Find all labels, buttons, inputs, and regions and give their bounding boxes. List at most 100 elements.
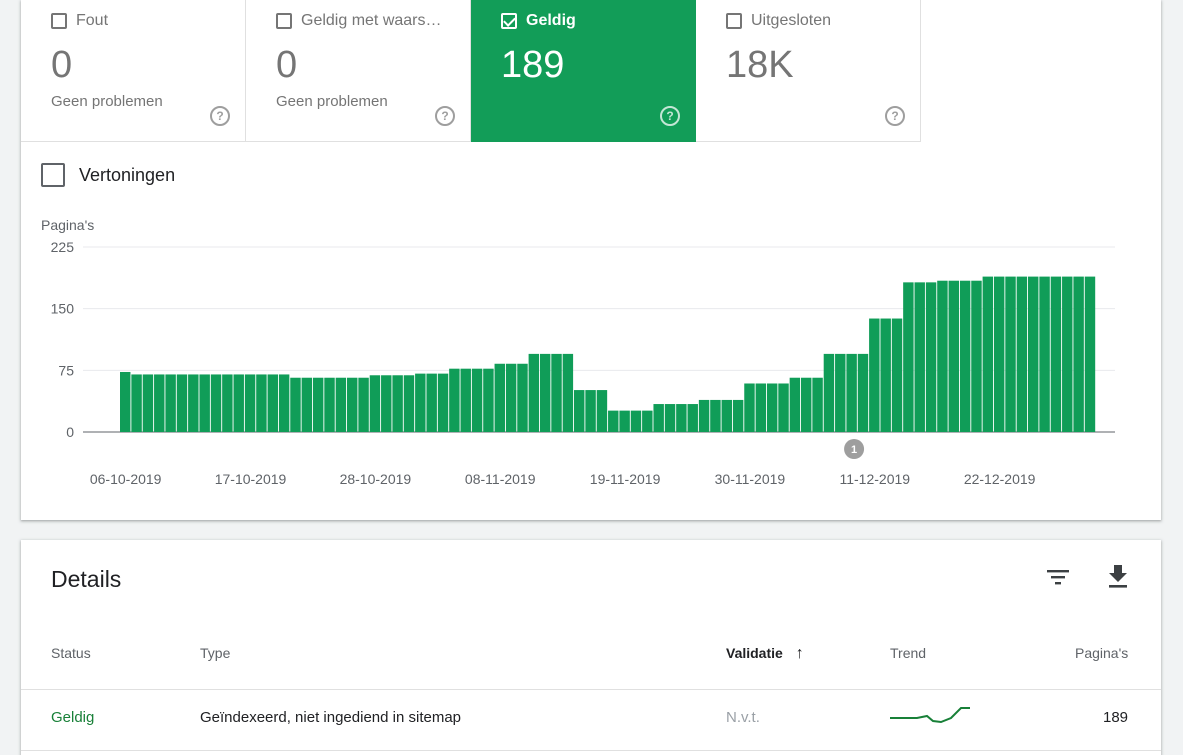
- bar: [1005, 276, 1016, 432]
- sort-arrow-up-icon: ↑: [795, 645, 804, 662]
- x-tick-label: 19-11-2019: [590, 471, 661, 487]
- bar: [789, 377, 801, 432]
- column-header-status[interactable]: Status: [51, 645, 91, 661]
- tile-subtitle: Geen problemen: [51, 93, 163, 110]
- bar: [869, 318, 880, 432]
- bar: [664, 404, 676, 432]
- bar: [778, 383, 789, 432]
- bar: [437, 373, 449, 432]
- tile-label: Geldig met waars…: [301, 12, 442, 29]
- row-divider: [21, 750, 1161, 751]
- column-header-label: Validatie: [726, 645, 783, 661]
- bar: [823, 353, 835, 432]
- bar: [653, 404, 664, 432]
- tile-count: 0: [276, 44, 298, 86]
- help-icon[interactable]: ?: [435, 106, 455, 126]
- tile-count: 18K: [726, 44, 794, 86]
- help-icon[interactable]: ?: [210, 106, 230, 126]
- help-icon[interactable]: ?: [660, 106, 680, 126]
- tile-valid-warning[interactable]: Geldig met waars… 0 Geen problemen ?: [246, 0, 471, 142]
- bar: [959, 280, 971, 432]
- bar: [755, 383, 767, 432]
- checkbox-icon[interactable]: [276, 13, 292, 29]
- bar: [846, 353, 857, 432]
- row-pages: 189: [1103, 709, 1129, 726]
- bar: [460, 368, 471, 432]
- bar: [381, 375, 392, 432]
- bar: [835, 353, 846, 432]
- column-header-validation[interactable]: Validatie ↑: [726, 645, 804, 663]
- bar: [903, 282, 914, 432]
- y-tick-label: 0: [66, 424, 74, 440]
- bar: [120, 371, 131, 432]
- bar: [403, 375, 415, 432]
- bar: [574, 390, 585, 432]
- bar: [347, 377, 358, 432]
- bar: [505, 363, 517, 432]
- impressions-toggle[interactable]: Vertoningen: [41, 163, 175, 187]
- bar: [801, 377, 812, 432]
- impressions-label: Vertoningen: [79, 164, 176, 185]
- bar: [937, 280, 948, 432]
- row-validation: N.v.t.: [726, 709, 760, 726]
- checkbox-icon[interactable]: [726, 13, 742, 29]
- y-tick-label: 150: [51, 301, 75, 317]
- bar: [244, 374, 256, 432]
- bar: [891, 318, 903, 432]
- bar: [165, 374, 176, 432]
- bar: [710, 399, 721, 432]
- bar: [358, 377, 369, 432]
- column-header-type[interactable]: Type: [200, 645, 231, 661]
- bar: [687, 404, 698, 432]
- tile-label: Geldig: [526, 12, 576, 29]
- tile-excluded[interactable]: Uitgesloten 18K ?: [696, 0, 921, 142]
- checkbox-checked-icon[interactable]: [501, 13, 517, 29]
- bar: [290, 377, 301, 432]
- bar: [562, 353, 574, 432]
- tiles-divider: [920, 0, 921, 142]
- x-tick-label: 06-10-2019: [90, 471, 162, 487]
- checkbox-icon[interactable]: [51, 13, 67, 29]
- help-icon[interactable]: ?: [885, 106, 905, 126]
- bar: [596, 390, 608, 432]
- bar: [278, 374, 290, 432]
- bar: [812, 377, 823, 432]
- annotation-label: 1: [851, 444, 857, 456]
- bar: [176, 374, 188, 432]
- row-divider: [21, 689, 1161, 690]
- bar: [1028, 276, 1039, 432]
- tile-valid[interactable]: Geldig 189 ?: [471, 0, 696, 142]
- bar: [188, 374, 199, 432]
- tile-label: Uitgesloten: [751, 12, 832, 29]
- bar: [857, 353, 869, 432]
- checkbox-icon[interactable]: [41, 163, 65, 187]
- bar: [642, 410, 653, 432]
- tile-error[interactable]: Fout 0 Geen problemen ?: [21, 0, 246, 142]
- bar: [335, 377, 347, 432]
- bar: [914, 282, 925, 432]
- bar: [721, 399, 732, 432]
- bar: [732, 399, 744, 432]
- bar: [233, 374, 244, 432]
- bar: [131, 374, 142, 432]
- bar: [1039, 276, 1050, 432]
- bar: [698, 399, 710, 432]
- bar: [971, 280, 982, 432]
- bar: [324, 377, 335, 432]
- column-header-trend[interactable]: Trend: [890, 645, 927, 661]
- details-card: Details Status Type Validatie ↑ Trend Pa…: [21, 540, 1161, 755]
- bar: [744, 383, 755, 432]
- bar: [585, 390, 596, 432]
- bar: [676, 404, 687, 432]
- bar: [539, 353, 551, 432]
- bar: [301, 377, 313, 432]
- column-header-pages[interactable]: Pagina's: [1075, 645, 1129, 661]
- pages-bar-chart: Pagina's 0 75 150 225 06-10-2019 17-10-2019 28-…: [41, 217, 1115, 487]
- filter-icon[interactable]: [1043, 562, 1073, 592]
- bar: [471, 368, 483, 432]
- bar: [1016, 276, 1028, 432]
- tile-subtitle: Geen problemen: [276, 93, 388, 110]
- annotation-marker: [844, 439, 865, 459]
- tile-count: 189: [501, 44, 565, 86]
- download-icon[interactable]: [1103, 562, 1133, 592]
